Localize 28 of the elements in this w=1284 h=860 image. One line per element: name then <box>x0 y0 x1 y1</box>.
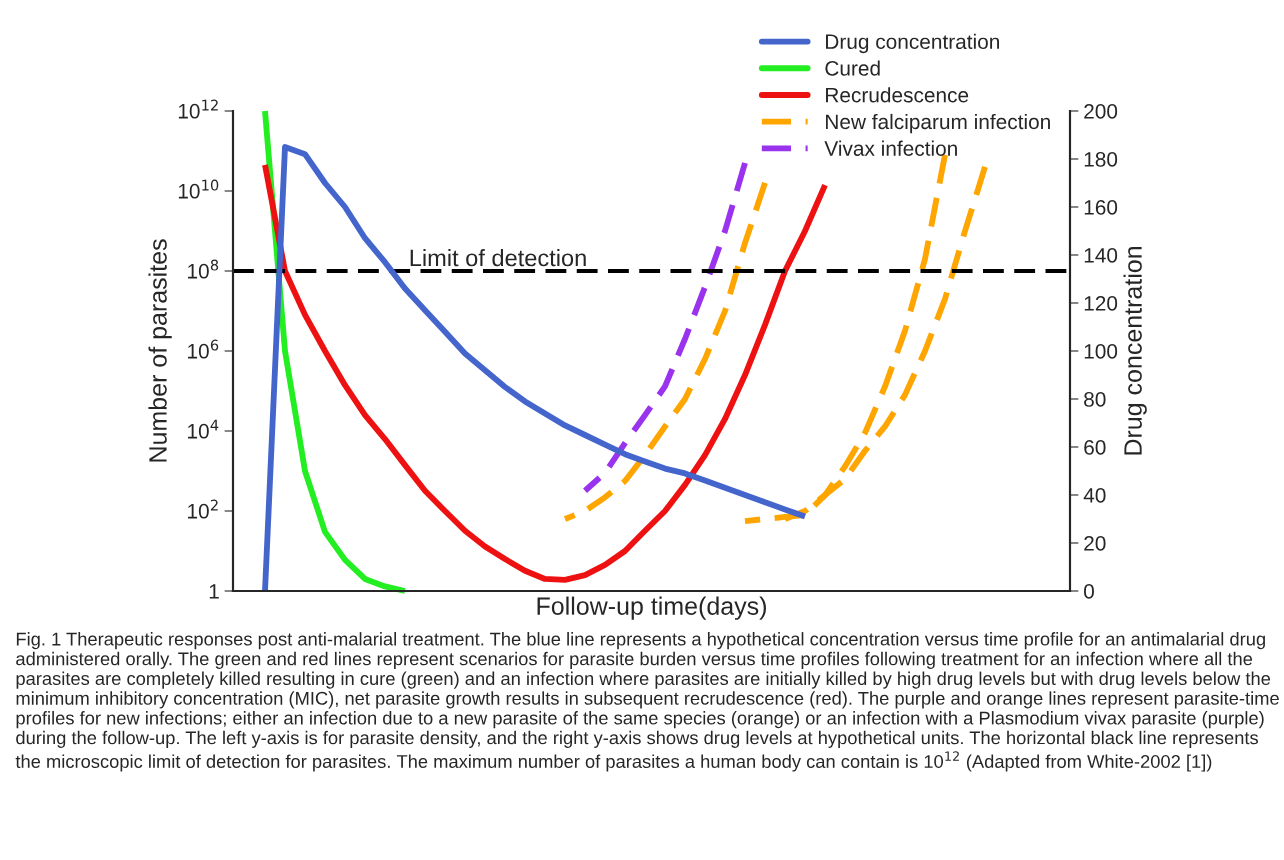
legend-label: Cured <box>825 60 880 76</box>
y2-tick-label: 120 <box>1084 296 1118 311</box>
y2-tick-label: 60 <box>1084 440 1106 455</box>
y2-tick-label: 80 <box>1084 392 1106 407</box>
y-tick-label: 10$^{12}$ <box>178 99 218 119</box>
legend-label: Recrudescence <box>826 87 969 103</box>
y-tick-label: 10$^{8}$ <box>188 259 219 279</box>
y2-tick-label: 140 <box>1084 248 1118 263</box>
y-tick-label: 10$^{10}$ <box>178 179 219 199</box>
legend-label: New falciparum infection <box>826 113 1050 134</box>
y-axis-title: Number of parasites <box>148 239 172 462</box>
y-tick-label: 10$^{2}$ <box>188 499 218 519</box>
y2-tick-label: 40 <box>1083 488 1106 503</box>
y2-tick-label: 100 <box>1084 344 1118 359</box>
y-tick-label: 10$^{6}$ <box>188 339 219 359</box>
legend-label: Drug concentration <box>826 33 999 54</box>
text: Fig. 1 Therapeutic responses post anti-malarial treatment. The blue line represents a hypothetical concentration versus time profile for an antimalarial drug administered orally. The green and red lines represent scenarios for parasite burden versus time profiles following treatment for an infection where all the parasites are completely killed resulting in cure (green) and an infection where parasites are initially killed by high drug levels but with drug levels below the minimum inhibitory concentration (MIC), net parasite growth results in subsequent recrudescence (red). The purple and orange lines represent parasite-time profiles for new infections; either an infection due to a new parasite of the same species (orange) or an infection with a Plasmodium vivax parasite (purple) during the follow-up. The left y-axis is for parasite density, and the right y-axis shows drug levels at hypothetical units. The horizontal black line represents the microscopic limit of detection for parasites. The maximum number of parasites a human body can contain is 10$^{12}$ (Adapted from White-2002 [1]) <box>15 632 1279 772</box>
y2-axis-title: Drug concentration <box>1123 247 1147 455</box>
legend-label: Vivax infection <box>824 140 957 156</box>
y-tick-label: 10$^{4}$ <box>188 419 219 439</box>
y2-tick-label: 160 <box>1084 200 1118 215</box>
y2-tick-label: 180 <box>1084 152 1118 167</box>
y2-tick-label: 0 <box>1084 584 1094 599</box>
y2-tick-label: 20 <box>1084 536 1106 551</box>
ref-line-label: Limit of detection <box>410 248 586 267</box>
x-axis-title: Follow-up time(days) <box>537 596 766 620</box>
y2-tick-label: 200 <box>1084 104 1118 119</box>
y-tick-label: 1 <box>209 584 219 599</box>
